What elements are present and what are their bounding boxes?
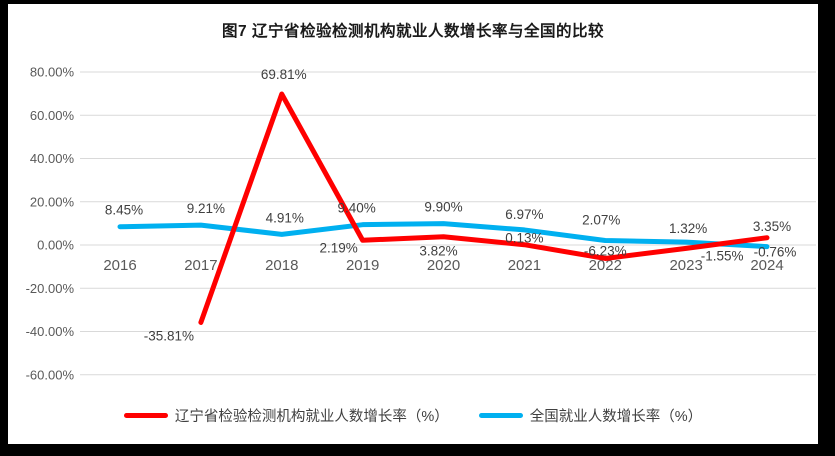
data-label: 9.21% <box>187 201 225 216</box>
y-axis-tick-label: -20.00% <box>26 281 75 296</box>
data-label: 6.97% <box>505 207 543 222</box>
y-axis-tick-label: 80.00% <box>30 65 75 80</box>
y-axis-tick-label: -40.00% <box>26 324 75 339</box>
series-line-1 <box>117 221 770 250</box>
x-axis-tick-label: 2019 <box>346 257 379 274</box>
data-label: -1.55% <box>701 248 744 263</box>
data-label: -6.23% <box>584 243 627 258</box>
y-axis-tick-label: 60.00% <box>30 108 75 123</box>
chart-legend: 辽宁省检验检测机构就业人数增长率（%） 全国就业人数增长率（%） <box>8 405 818 426</box>
legend-swatch-national-icon <box>478 413 523 418</box>
data-label: 2.07% <box>582 213 620 228</box>
data-label: 3.82% <box>419 244 457 259</box>
x-axis-tick-label: 2024 <box>750 257 783 274</box>
data-label: -0.76% <box>754 245 797 260</box>
data-label: 69.81% <box>261 67 307 82</box>
chart-canvas: 图7 辽宁省检验检测机构就业人数增长率与全国的比较 80.00% 60.00% 40… <box>8 4 818 444</box>
legend-swatch-liaoning-icon <box>123 413 168 418</box>
data-label: 9.40% <box>337 201 375 216</box>
x-axis-tick-label: 2018 <box>265 257 298 274</box>
x-axis-tick-label: 2022 <box>589 257 622 274</box>
y-axis-tick-label: -60.00% <box>26 367 75 382</box>
chart-svg: 80.00% 60.00% 40.00% 20.00% 0.00% -20.00% -40.… <box>26 65 816 382</box>
legend-item-liaoning: 辽宁省检验检测机构就业人数增长率（%） <box>123 405 449 426</box>
data-label: 3.35% <box>753 219 791 234</box>
x-axis-tick-label: 2016 <box>103 257 136 274</box>
x-axis-tick-label: 2017 <box>184 257 217 274</box>
data-label: 0.13% <box>505 231 543 246</box>
y-axis-tick-label: 40.00% <box>30 151 75 166</box>
data-label: -35.81% <box>144 328 194 343</box>
data-label: 8.45% <box>105 203 143 218</box>
chart-title: 图7 辽宁省检验检测机构就业人数增长率与全国的比较 <box>222 23 604 40</box>
data-label: 2.19% <box>319 240 357 255</box>
x-axis-tick-label: 2020 <box>427 257 460 274</box>
legend-label-national: 全国就业人数增长率（%） <box>529 409 703 425</box>
data-label: 4.91% <box>266 210 304 225</box>
series-line-0 <box>198 91 770 325</box>
legend-label-liaoning: 辽宁省检验检测机构就业人数增长率（%） <box>174 409 449 425</box>
y-axis-tick-label: 0.00% <box>37 238 74 253</box>
data-label: 1.32% <box>669 221 707 236</box>
x-axis-tick-label: 2021 <box>508 257 541 274</box>
y-axis-tick-label: 20.00% <box>30 194 75 209</box>
legend-item-national: 全国就业人数增长率（%） <box>478 405 703 426</box>
x-axis-tick-label: 2023 <box>669 257 702 274</box>
data-label: 9.90% <box>424 200 462 215</box>
